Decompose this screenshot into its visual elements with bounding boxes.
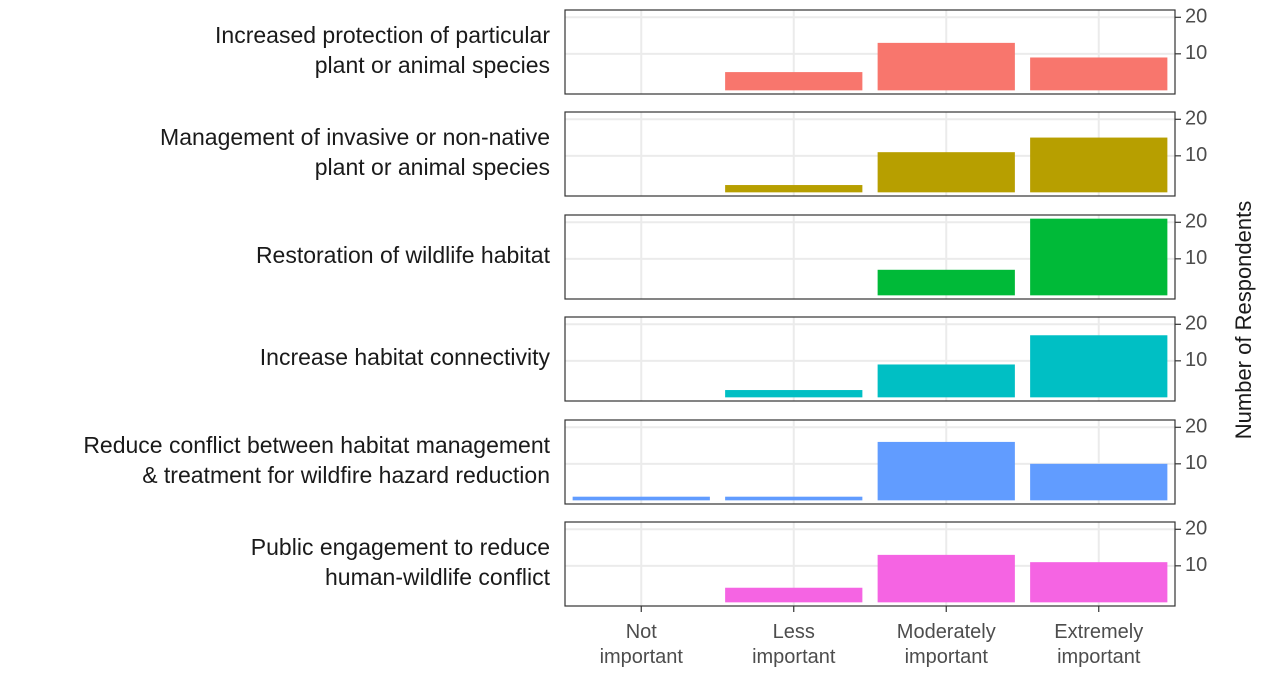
bar (1030, 57, 1168, 91)
bar (877, 441, 1015, 501)
bar (725, 185, 863, 193)
y-tick-label: 20 (1185, 416, 1207, 438)
x-tick-label: Not important (600, 621, 684, 668)
y-tick-label: 20 (1185, 211, 1207, 233)
bar (877, 42, 1015, 91)
bar (725, 72, 863, 91)
facet-label: Increase habitat connectivity (260, 344, 551, 370)
y-tick-label: 20 (1185, 313, 1207, 335)
panel-border (564, 419, 1176, 505)
facet-label: Increased protection of particular plant … (215, 22, 550, 78)
bar (877, 364, 1015, 398)
y-tick-label: 10 (1185, 554, 1207, 576)
x-tick-label: Extremely important (1054, 621, 1143, 668)
facet-label: Restoration of wildlife habitat (256, 242, 551, 268)
bar (572, 496, 710, 501)
y-tick-label: 20 (1185, 108, 1207, 130)
bar (877, 554, 1015, 603)
y-tick-label: 10 (1185, 144, 1207, 166)
bar (725, 587, 863, 603)
facet-label: Public engagement to reduce human-wildlif… (251, 534, 551, 590)
bar (1030, 463, 1168, 501)
panel-border (564, 214, 1176, 300)
panel-border (564, 316, 1176, 402)
bar (725, 390, 863, 398)
y-tick-label: 20 (1185, 518, 1207, 540)
panel-border (564, 9, 1176, 95)
y-axis-title: Number of Respondents (1231, 201, 1256, 439)
facet-label: Reduce conflict between habitat manageme… (83, 432, 550, 488)
y-tick-label: 20 (1185, 6, 1207, 28)
y-tick-label: 10 (1185, 247, 1207, 269)
y-tick-label: 10 (1185, 452, 1207, 474)
x-tick-label: Moderately important (897, 621, 996, 668)
y-tick-label: 10 (1185, 349, 1207, 371)
y-tick-label: 10 (1185, 42, 1207, 64)
bar (725, 496, 863, 501)
panel-border (564, 521, 1176, 607)
bar (1030, 218, 1168, 296)
bar (1030, 335, 1168, 398)
bar (1030, 562, 1168, 603)
facet-label: Management of invasive or non-native plan… (160, 124, 550, 180)
panel-border (564, 111, 1176, 197)
x-tick-label: Less important (752, 621, 836, 668)
bar (877, 269, 1015, 296)
bar (1030, 137, 1168, 193)
bar (877, 152, 1015, 193)
